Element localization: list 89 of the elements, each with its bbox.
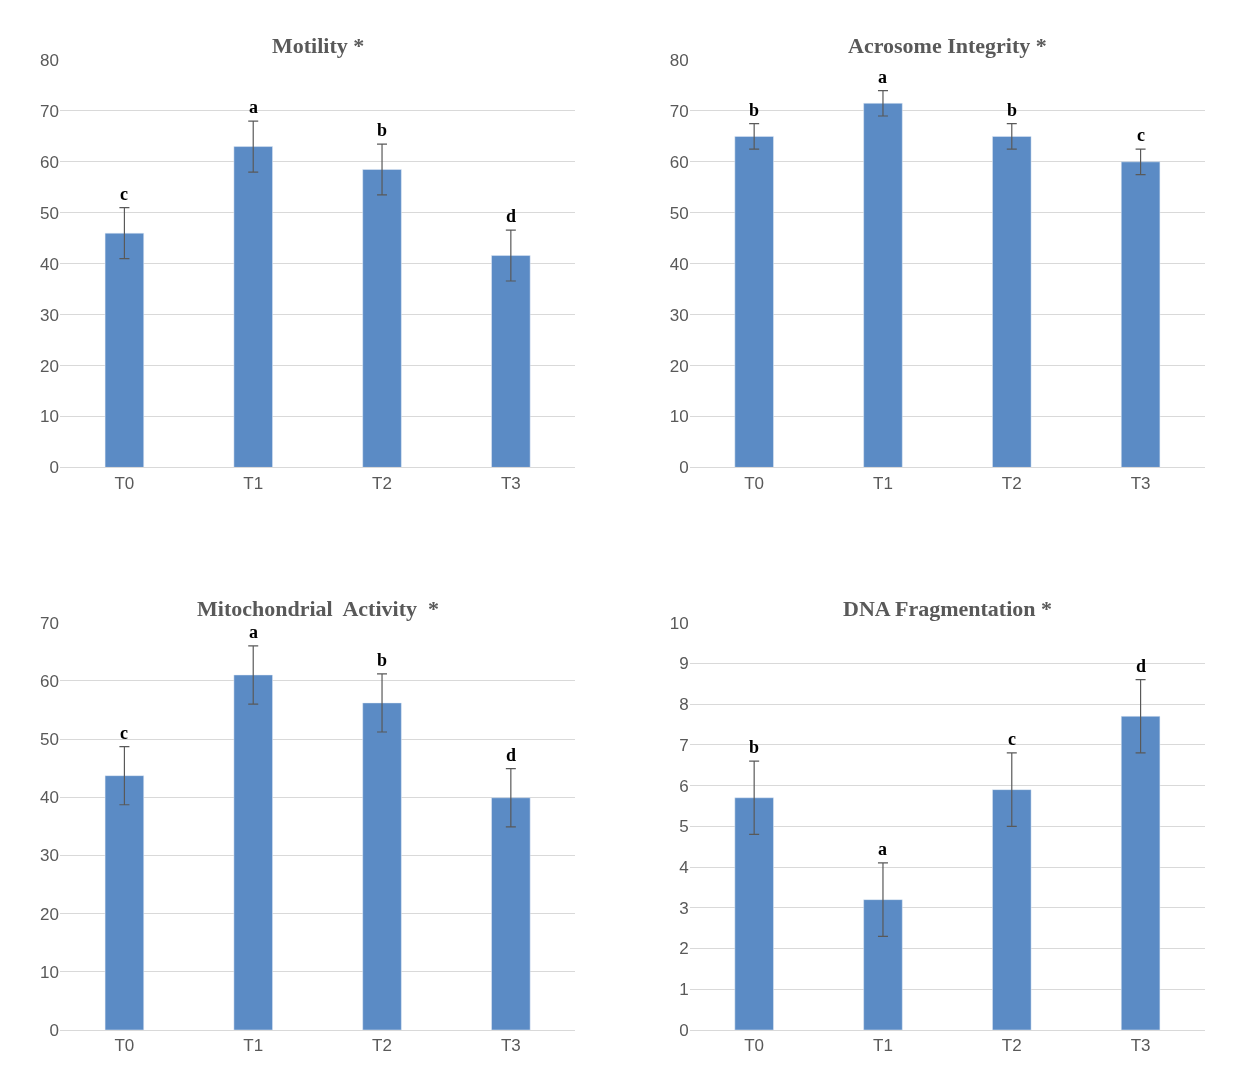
annotation: c: [1008, 729, 1016, 749]
y-tick-label: 7: [679, 735, 689, 755]
y-tick-label: 10: [669, 407, 689, 427]
y-tick-label: 40: [40, 254, 59, 274]
y-tick-label: 50: [40, 729, 59, 749]
y-tick-label: 20: [669, 356, 689, 376]
annotation: a: [249, 622, 258, 642]
annotation: a: [878, 67, 887, 87]
annotation: d: [1136, 656, 1147, 676]
bar: [233, 146, 273, 468]
bar: [233, 674, 273, 1030]
annotation: d: [506, 745, 517, 765]
annotation: b: [377, 120, 388, 140]
bar: [362, 169, 402, 468]
bar: [1121, 161, 1161, 468]
bar: [1121, 716, 1161, 1030]
x-tick-label: T2: [1001, 1036, 1022, 1056]
annotation: b: [377, 650, 388, 670]
y-tick-label: 0: [679, 458, 689, 478]
y-tick-label: 3: [679, 898, 689, 918]
y-tick-label: 20: [40, 904, 59, 924]
y-tick-label: 30: [669, 305, 689, 325]
bar: [863, 899, 903, 1030]
y-tick-label: 8: [679, 695, 689, 715]
x-tick-label: T3: [500, 1036, 521, 1056]
y-tick-label: 4: [679, 857, 689, 877]
y-tick-label: 2: [679, 939, 689, 959]
y-tick-label: 0: [49, 1020, 59, 1040]
chart-title: Acrosome Integrity *: [848, 33, 1047, 58]
x-tick-label: T1: [243, 1036, 264, 1056]
annotation: d: [506, 206, 517, 226]
y-tick-label: 40: [40, 788, 59, 808]
y-tick-label: 0: [49, 458, 59, 478]
y-tick-label: 60: [669, 152, 689, 172]
y-tick-label: 1: [679, 980, 689, 1000]
y-tick-label: 50: [669, 203, 689, 223]
y-tick-label: 40: [669, 254, 689, 274]
bar: [491, 255, 531, 468]
y-tick-label: 70: [40, 101, 59, 121]
bar: [104, 232, 144, 468]
annotation: b: [749, 737, 760, 757]
annotation: b: [749, 100, 760, 120]
x-tick-label: T1: [873, 473, 893, 493]
y-tick-label: 60: [40, 671, 59, 691]
bar: [863, 103, 903, 468]
y-tick-label: 70: [669, 101, 689, 121]
y-tick-label: 10: [669, 613, 689, 633]
bar: [992, 789, 1032, 1030]
x-tick-label: T3: [500, 473, 521, 493]
y-tick-label: 80: [669, 50, 689, 70]
y-tick-label: 20: [40, 356, 59, 376]
bar: [362, 702, 402, 1030]
annotation: c: [120, 723, 128, 743]
y-tick-label: 6: [679, 776, 689, 796]
y-tick-label: 9: [679, 654, 689, 674]
annotation: b: [1007, 100, 1018, 120]
y-tick-label: 10: [40, 962, 59, 982]
y-tick-label: 50: [40, 203, 59, 223]
y-tick-label: 70: [40, 613, 59, 633]
bar: [491, 797, 531, 1030]
bar: [992, 136, 1032, 468]
y-tick-label: 5: [679, 817, 689, 837]
y-tick-label: 10: [40, 407, 59, 427]
x-tick-label: T1: [873, 1036, 893, 1056]
x-tick-label: T3: [1130, 473, 1151, 493]
x-tick-label: T0: [114, 1036, 135, 1056]
x-tick-label: T2: [372, 1036, 392, 1056]
annotation: c: [1137, 125, 1145, 145]
chart-title: Motility *: [272, 33, 365, 58]
chart-title: DNA Fragmentation *: [843, 596, 1052, 621]
annotation: a: [249, 97, 258, 117]
x-tick-label: T3: [1130, 1036, 1151, 1056]
x-tick-label: T0: [114, 473, 135, 493]
x-tick-label: T0: [744, 1036, 765, 1056]
annotation: a: [878, 839, 887, 859]
x-tick-label: T0: [744, 473, 765, 493]
chart-title: Mitochondrial Activity *: [197, 596, 439, 621]
annotation: c: [120, 184, 128, 204]
y-tick-label: 0: [679, 1020, 689, 1040]
y-tick-label: 30: [40, 846, 59, 866]
x-tick-label: T2: [372, 473, 392, 493]
y-tick-label: 30: [40, 305, 59, 325]
bar: [104, 775, 144, 1030]
x-tick-label: T1: [243, 473, 264, 493]
y-tick-label: 80: [40, 50, 59, 70]
bar: [734, 136, 774, 468]
x-tick-label: T2: [1001, 473, 1022, 493]
y-tick-label: 60: [40, 152, 59, 172]
bar: [734, 797, 774, 1030]
